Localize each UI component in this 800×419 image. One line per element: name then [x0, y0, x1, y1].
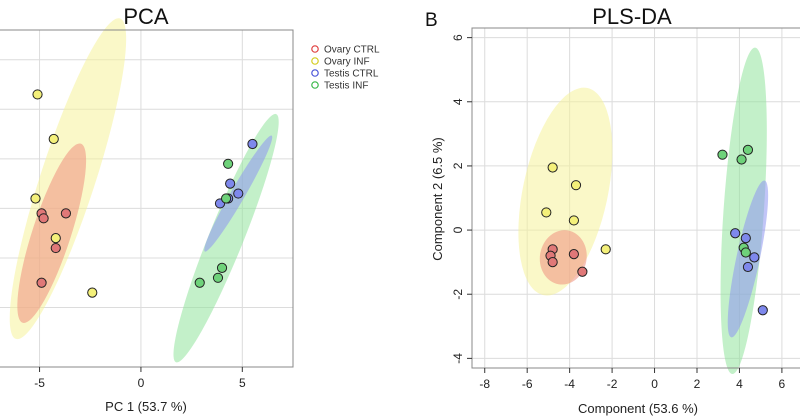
plsda-x-axis-label: Component (53.6 %) — [578, 401, 698, 416]
pca-point-testis-inf-5 — [194, 277, 205, 288]
pca-point-ovary-inf-2 — [48, 133, 59, 145]
pls-x-tick-label-1: -6 — [522, 377, 533, 391]
pls-point-testis-ctrl-1 — [730, 228, 741, 239]
pls-x-tick-label-7: 6 — [779, 377, 786, 391]
plsda-y-ticks: -4 -2 0 2 4 6 — [451, 34, 472, 364]
legend-marker-ovary-ctrl — [311, 45, 319, 53]
legend-label-testis-ctrl: Testis CTRL — [324, 69, 379, 80]
pls-x-tick-label-2: -4 — [564, 377, 575, 391]
pls-y-tick-label-4: 4 — [451, 98, 465, 105]
pls-ellipse-ovary-ctrl — [539, 230, 587, 285]
pca-point-testis-inf-3 — [216, 262, 228, 273]
plsda-ellipses — [518, 47, 769, 375]
legend-label-ovary-ctrl: Ovary CTRL — [324, 45, 380, 56]
pls-y-tick-label-2: 0 — [451, 226, 465, 233]
pca-point-testis-ctrl-2 — [225, 178, 236, 189]
legend-marker-testis-ctrl — [311, 69, 319, 77]
pls-x-tick-label-5: 2 — [694, 377, 701, 391]
pls-y-tick-label-1: -2 — [451, 289, 465, 300]
legend-label-testis-inf: Testis INF — [324, 81, 368, 92]
pca-point-ovary-inf-1 — [32, 89, 43, 100]
pca-point-testis-inf-4 — [212, 272, 224, 283]
pca-point-ovary-ctrl-3 — [60, 208, 72, 219]
legend-marker-ovary-inf — [311, 57, 319, 65]
legend-entry-testis-ctrl: Testis CTRL — [311, 69, 379, 80]
pca-x-tick-label-0: -5 — [34, 376, 45, 390]
plsda-y-axis-label: Component 2 (6.5 %) — [430, 137, 445, 261]
pls-point-testis-inf-2 — [736, 154, 747, 165]
pca-point-testis-inf-2 — [220, 193, 232, 204]
legend-entry-ovary-inf: Ovary INF — [311, 57, 370, 68]
pls-point-ovary-inf-2 — [570, 180, 582, 191]
pca-ellipses — [9, 18, 279, 363]
pca-point-ovary-ctrl-4 — [50, 242, 61, 254]
pca-x-tick-label-2: 5 — [239, 376, 246, 390]
pca-point-ovary-inf-3 — [30, 193, 41, 204]
pca-x-ticks: -5 0 5 — [34, 367, 246, 390]
plsda-points — [541, 144, 768, 316]
pca-x-tick-label-1: 0 — [138, 376, 145, 390]
pls-point-testis-ctrl-3 — [749, 252, 760, 263]
plsda-plot-frame — [471, 27, 800, 369]
pca-point-ovary-ctrl-2 — [38, 213, 49, 224]
pca-point-ovary-ctrl-5 — [36, 277, 47, 288]
panel-label-b: B — [425, 10, 438, 31]
pls-y-tick-label-3: 2 — [451, 162, 465, 169]
pls-point-testis-ctrl-4 — [742, 261, 754, 273]
pca-point-testis-inf-1 — [223, 158, 234, 169]
pls-ellipse-ovary-inf — [518, 87, 613, 296]
pls-ellipse-testis-ctrl — [727, 180, 769, 338]
pls-point-ovary-inf-1 — [547, 162, 558, 173]
pca-points — [30, 89, 258, 298]
pls-point-testis-inf-1 — [717, 149, 728, 160]
pls-x-tick-label-0: -8 — [479, 377, 490, 391]
pca-title: PCA — [123, 4, 169, 29]
pls-point-testis-ctrl-2 — [740, 232, 751, 244]
plsda-panel: B PLS-DA -8 -6 -4 -2 0 2 4 6 -4 -2 0 2 4 6 Component… — [425, 4, 800, 416]
plsda-title: PLS-DA — [592, 4, 672, 29]
pca-ellipse-testis-inf — [173, 113, 279, 363]
pca-point-testis-ctrl-1 — [247, 138, 258, 150]
plsda-x-ticks: -8 -6 -4 -2 0 2 4 6 — [479, 368, 786, 391]
pls-y-tick-label-5: 6 — [451, 34, 465, 41]
pls-point-ovary-ctrl-5 — [577, 266, 588, 277]
pls-x-tick-label-6: 4 — [736, 377, 743, 391]
pca-x-axis-label: PC 1 (53.7 %) — [105, 399, 187, 414]
pls-y-tick-label-0: -4 — [451, 353, 465, 364]
legend-label-ovary-inf: Ovary INF — [324, 57, 370, 68]
pca-point-ovary-inf-5 — [87, 287, 98, 298]
pca-ellipse-ovary-ctrl — [17, 143, 87, 323]
pls-point-testis-ctrl-5 — [757, 305, 768, 316]
pca-plot-frame — [0, 29, 294, 368]
pls-point-testis-inf-5 — [740, 247, 751, 258]
pls-point-ovary-ctrl-3 — [547, 257, 558, 268]
pls-x-tick-label-4: 0 — [651, 377, 658, 391]
pls-point-ovary-inf-5 — [600, 244, 611, 255]
pls-x-tick-label-3: -2 — [607, 377, 618, 391]
legend: Ovary CTRL Ovary INF Testis CTRL Testis … — [311, 45, 380, 92]
pls-point-ovary-ctrl-4 — [568, 249, 579, 260]
legend-marker-testis-inf — [311, 81, 319, 89]
legend-entry-testis-inf: Testis INF — [311, 81, 368, 92]
pls-point-testis-inf-3 — [742, 144, 754, 155]
pls-point-ovary-inf-4 — [568, 215, 579, 226]
pca-point-testis-ctrl-3 — [233, 188, 244, 199]
pls-point-ovary-inf-3 — [541, 207, 552, 218]
pca-panel: PCA -5 0 5 PC 1 (53.7 %) Ovary CTRL Ovary … — [0, 4, 380, 414]
legend-entry-ovary-ctrl: Ovary CTRL — [311, 45, 380, 56]
pca-point-ovary-inf-4 — [50, 233, 61, 244]
